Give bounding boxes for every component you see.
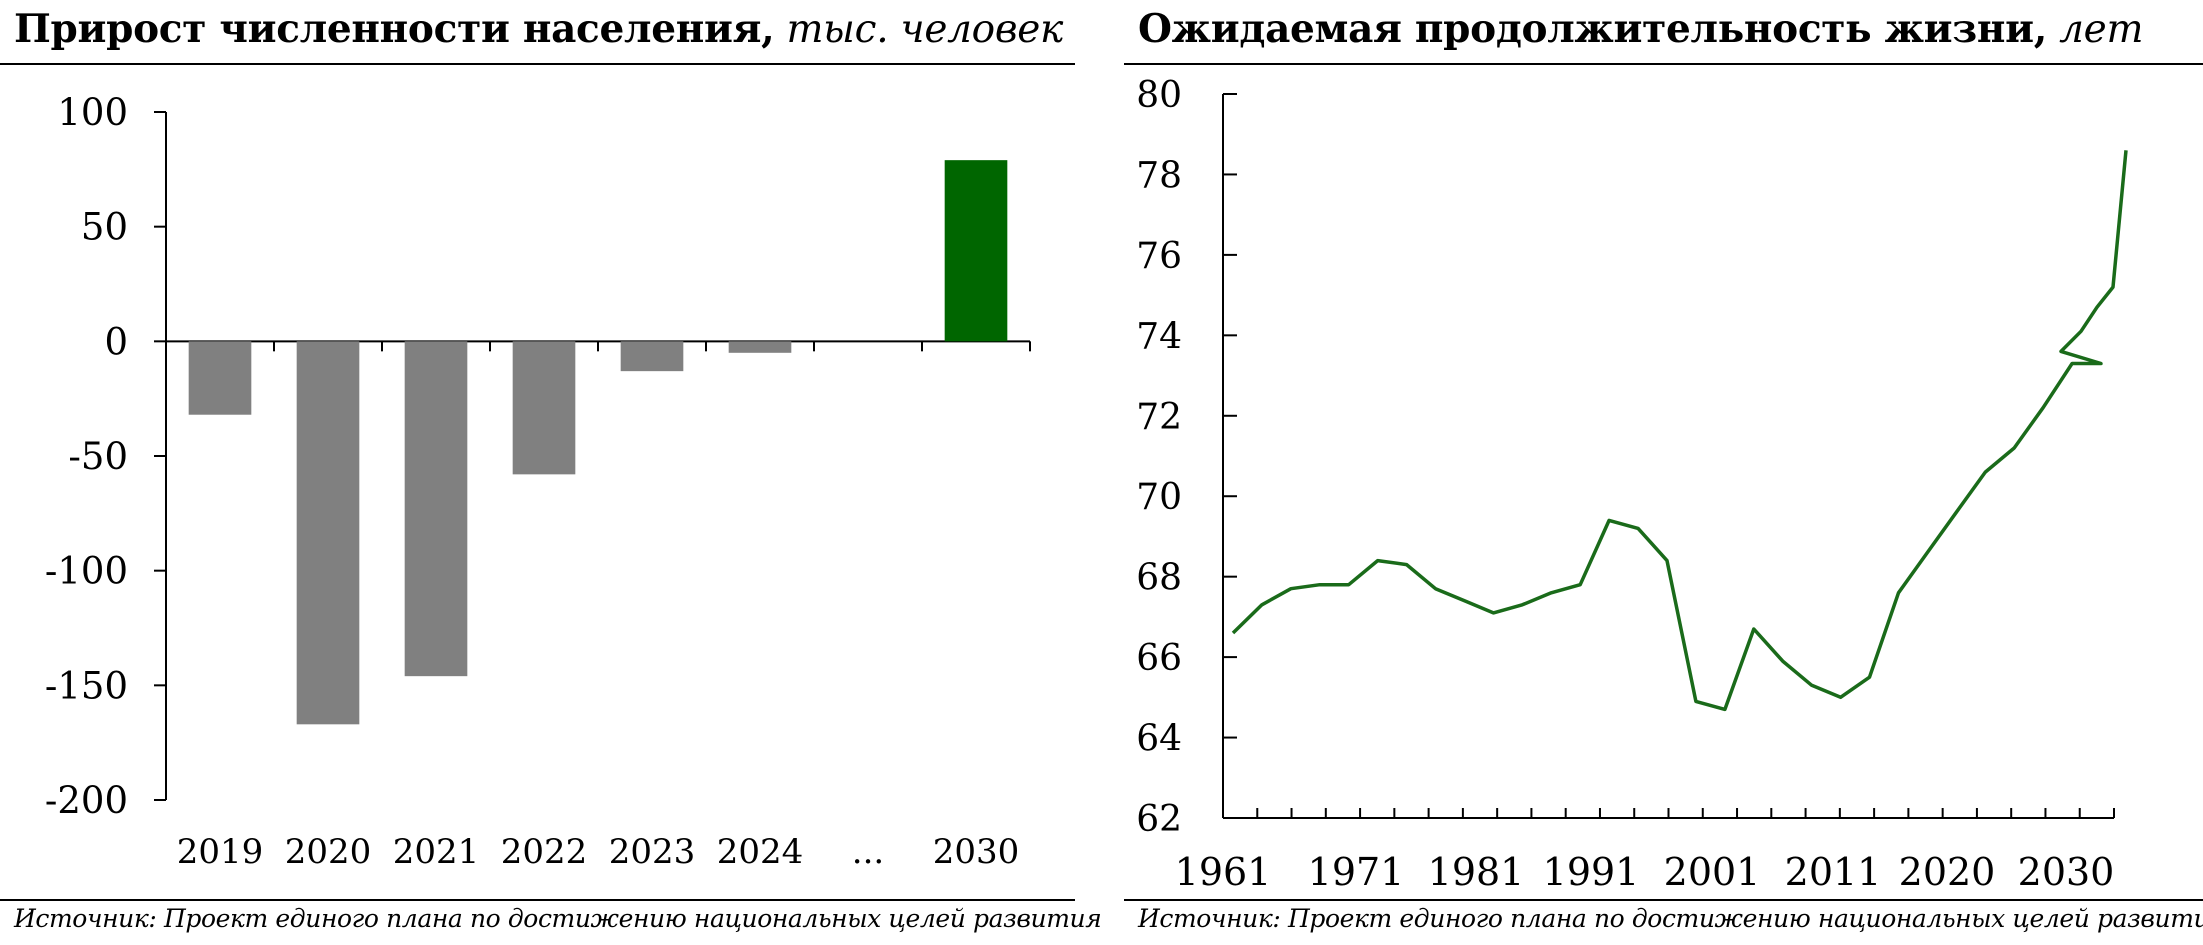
bar-2024: [728, 341, 792, 353]
bar-2023: [620, 341, 684, 372]
x-tick-label: 1961: [1175, 850, 1272, 894]
y-tick-label: 76: [1136, 236, 1182, 277]
x-tick-label: 1991: [1543, 850, 1640, 894]
y-tick-label: 64: [1136, 719, 1182, 760]
population-bar-chart: 100 50 0 -50 -100 -150 -200 2019 2020 2021 2022 202…: [45, 91, 1031, 872]
x-tick-label: 2024: [717, 832, 804, 872]
life-chart-unit: лет: [2047, 7, 2144, 52]
x-tick-label: 2020: [285, 832, 372, 872]
life-expectancy-panel: Ожидаемая продолжительность жизни, лет 6…: [1124, 0, 2203, 945]
y-tick-label: 74: [1136, 316, 1182, 357]
y-tick-label: 78: [1136, 155, 1182, 196]
life-chart-source: Источник: Проект единого плана по достиж…: [1138, 904, 2203, 933]
y-tick-label: -100: [45, 550, 128, 593]
x-tick-label: 2030: [933, 832, 1020, 872]
title-rule: [0, 63, 1075, 65]
x-tick-label: 1971: [1308, 850, 1405, 894]
bar-2022: [512, 341, 576, 475]
x-tick-label: 2023: [609, 832, 696, 872]
y-tick-label: 62: [1136, 799, 1182, 840]
y-tick-label: -50: [68, 435, 128, 478]
life-expectancy-line-chart: 62 64 66 68 70 72 74 76 78 80 1961 1971 1981 1991 2001…: [1136, 75, 2128, 894]
bar-2019: [188, 341, 252, 415]
y-tick-label: 50: [81, 206, 128, 249]
y-tick-label: 70: [1136, 477, 1182, 518]
source-rule: [0, 899, 1075, 901]
x-tick-label: 2020: [1899, 850, 1996, 894]
population-chart-title: Прирост численности населения, тыс. чело…: [14, 6, 1064, 52]
x-tick-label: 2011: [1785, 850, 1882, 894]
x-tick-label: 2021: [393, 832, 480, 872]
x-tick-label: ...: [852, 832, 884, 872]
x-tick-label: 2001: [1664, 850, 1761, 894]
y-tick-label: 100: [57, 91, 128, 134]
bar-2030: [944, 160, 1008, 342]
y-tick-label: -150: [45, 664, 128, 707]
x-tick-label: 2019: [177, 832, 264, 872]
x-tick-label: 1981: [1428, 850, 1525, 894]
population-chart-unit: тыс. человек: [774, 7, 1064, 52]
bar-2020: [296, 341, 360, 725]
life-chart-title: Ожидаемая продолжительность жизни, лет: [1138, 6, 2144, 52]
title-rule: [1124, 63, 2203, 65]
y-tick-label: -200: [45, 779, 128, 822]
population-growth-panel: Прирост численности населения, тыс. чело…: [0, 0, 1102, 945]
bar-2021: [404, 341, 468, 677]
population-chart-source: Источник: Проект единого плана по достиж…: [14, 904, 1102, 933]
y-tick-label: 72: [1136, 397, 1182, 438]
y-tick-label: 68: [1136, 558, 1182, 599]
y-tick-label: 0: [104, 320, 128, 363]
x-tick-label: 2022: [501, 832, 588, 872]
y-tick-label: 80: [1136, 75, 1182, 116]
y-tick-label: 66: [1136, 638, 1182, 679]
source-rule: [1124, 899, 2203, 901]
x-tick-label: 2030: [2018, 850, 2115, 894]
life-expectancy-series: [1231, 150, 2128, 712]
